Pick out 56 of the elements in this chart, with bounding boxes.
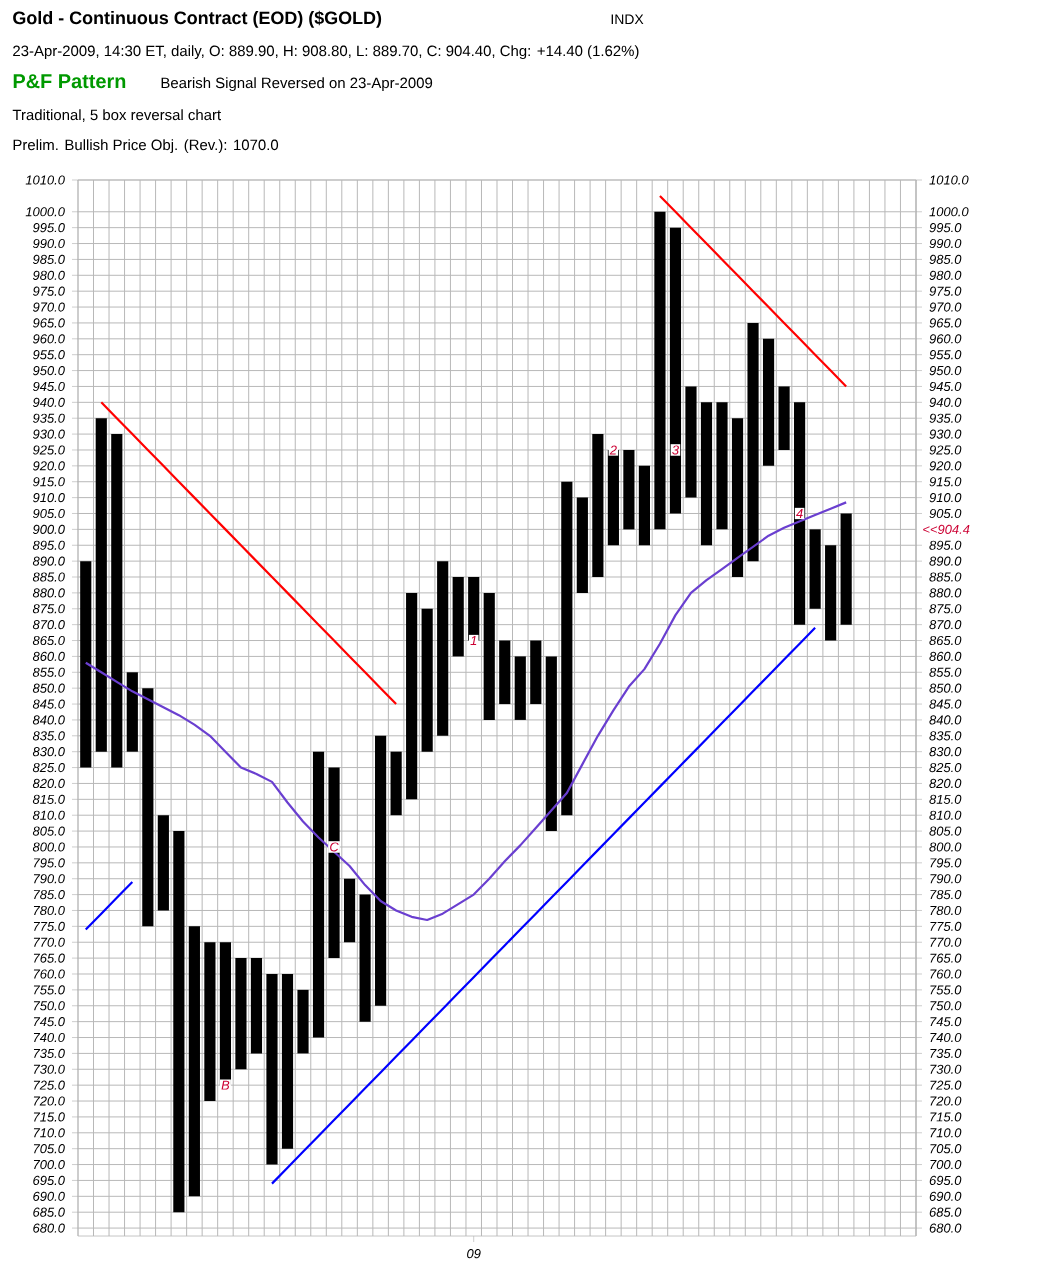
bar (499, 640, 511, 705)
bar (483, 592, 495, 720)
bar (700, 402, 713, 546)
bar (281, 974, 294, 1149)
bar (126, 672, 138, 752)
bar (343, 878, 356, 943)
bar (809, 529, 821, 609)
bar (142, 688, 154, 927)
bar (794, 402, 806, 625)
bar (95, 418, 107, 752)
bar (762, 338, 775, 466)
bar (747, 322, 759, 562)
bar (421, 608, 433, 752)
line-series (658, 194, 848, 388)
bar (157, 815, 169, 911)
bar (204, 942, 216, 1102)
bar (592, 434, 604, 578)
line-series (100, 401, 398, 706)
bar (173, 831, 185, 1213)
bar (716, 402, 728, 530)
bar (468, 577, 480, 641)
bar (778, 386, 790, 450)
bar (219, 942, 232, 1086)
bar (669, 227, 682, 514)
bar (623, 449, 635, 530)
bar (638, 465, 650, 546)
bar (840, 513, 852, 625)
bar (607, 449, 619, 546)
bar (359, 894, 371, 1022)
bar (111, 434, 123, 768)
bar (731, 418, 744, 578)
bar (328, 767, 340, 959)
bar (250, 958, 263, 1054)
chart-title: Gold - Continuous Contract (EOD) ($GOLD) (13, 10, 382, 28)
text: P&F Pattern (13, 74, 126, 89)
bar (297, 989, 309, 1054)
bar (266, 974, 278, 1165)
line-series (84, 880, 134, 931)
bar (561, 481, 573, 816)
bar (437, 561, 449, 736)
bar (80, 561, 92, 768)
bar (375, 735, 387, 1006)
bar (685, 386, 697, 498)
bar (825, 545, 837, 641)
bar (188, 926, 200, 1197)
bar (514, 656, 526, 720)
bar (452, 577, 464, 657)
bar (390, 751, 402, 816)
bar (545, 656, 557, 832)
bar (312, 751, 325, 1038)
bar (530, 640, 542, 705)
line-series (270, 626, 817, 1185)
bar (654, 211, 666, 530)
bar (576, 497, 588, 593)
bar (235, 958, 247, 1070)
bar (406, 592, 418, 800)
